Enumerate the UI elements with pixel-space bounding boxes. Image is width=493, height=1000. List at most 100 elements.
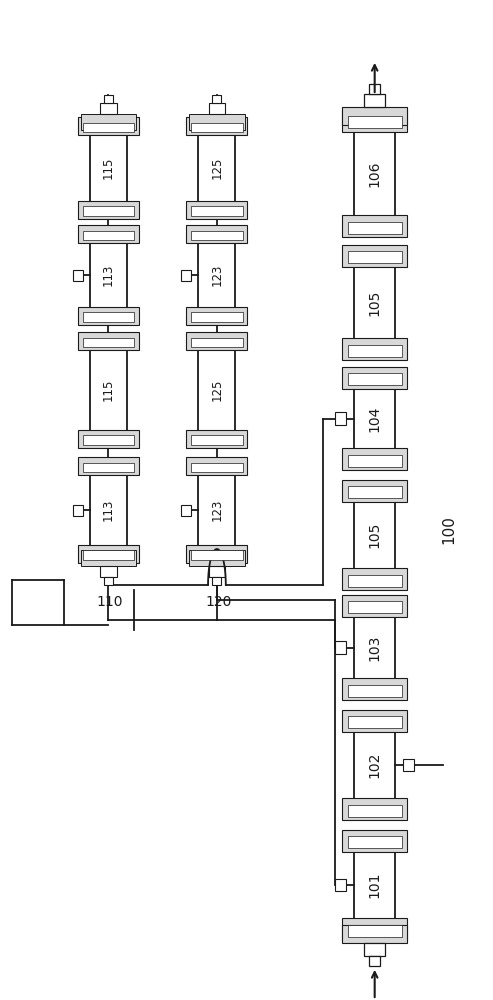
Bar xyxy=(78,307,139,325)
Bar xyxy=(348,455,402,467)
Text: 105: 105 xyxy=(368,522,382,548)
Bar xyxy=(90,130,127,206)
Bar xyxy=(348,575,402,587)
Bar xyxy=(348,116,402,128)
Bar xyxy=(186,307,247,325)
Bar xyxy=(186,545,247,563)
Bar xyxy=(354,495,395,575)
Bar xyxy=(403,759,414,771)
Bar xyxy=(212,577,221,585)
Bar xyxy=(81,550,136,566)
Bar xyxy=(342,678,407,700)
Text: 120: 120 xyxy=(205,595,232,609)
Bar xyxy=(364,943,385,956)
Bar xyxy=(90,470,127,550)
Bar xyxy=(369,956,380,966)
Bar xyxy=(104,95,113,103)
Bar xyxy=(354,125,395,222)
Text: 125: 125 xyxy=(211,157,223,179)
Bar xyxy=(83,338,134,347)
Text: 106: 106 xyxy=(368,160,382,187)
Bar xyxy=(78,457,139,475)
Bar xyxy=(212,95,221,103)
Bar xyxy=(209,103,225,114)
Bar xyxy=(73,269,83,280)
Bar xyxy=(342,798,407,820)
Bar xyxy=(83,231,134,240)
Bar xyxy=(348,836,402,848)
Bar xyxy=(342,338,407,360)
Bar xyxy=(342,710,407,732)
Bar xyxy=(191,231,243,240)
Bar xyxy=(198,470,236,550)
Bar xyxy=(198,238,236,312)
Bar xyxy=(83,550,134,560)
Bar xyxy=(342,215,407,237)
Text: 123: 123 xyxy=(211,264,223,286)
Bar xyxy=(191,550,243,560)
Bar xyxy=(209,566,225,577)
Bar xyxy=(348,222,402,234)
Bar xyxy=(81,114,136,130)
Bar xyxy=(354,382,395,455)
Bar xyxy=(198,130,236,206)
Bar xyxy=(189,550,245,566)
Text: 105: 105 xyxy=(368,289,382,316)
Bar xyxy=(348,345,402,357)
Bar xyxy=(335,412,346,425)
Text: 104: 104 xyxy=(368,405,382,432)
Bar xyxy=(90,238,127,312)
Text: 103: 103 xyxy=(368,634,382,661)
Bar xyxy=(186,225,247,243)
Bar xyxy=(191,338,243,347)
Bar xyxy=(335,879,346,891)
Bar xyxy=(191,123,243,132)
Bar xyxy=(78,117,139,135)
Bar xyxy=(83,123,134,132)
Text: 123: 123 xyxy=(211,499,223,521)
Bar xyxy=(73,504,83,516)
Bar xyxy=(342,245,407,267)
Bar xyxy=(186,457,247,475)
Bar xyxy=(348,805,402,817)
Bar xyxy=(342,448,407,470)
Bar xyxy=(83,463,134,472)
Bar xyxy=(348,251,402,263)
Bar xyxy=(189,114,245,130)
Bar xyxy=(100,566,117,577)
Bar xyxy=(342,107,407,125)
Bar xyxy=(191,312,243,322)
Text: 115: 115 xyxy=(102,157,115,179)
Bar xyxy=(369,84,380,94)
Text: 115: 115 xyxy=(102,379,115,401)
Bar xyxy=(348,925,402,937)
Bar xyxy=(181,269,191,280)
Bar xyxy=(348,486,402,498)
Bar xyxy=(181,504,191,516)
Bar xyxy=(335,641,346,654)
Bar xyxy=(342,595,407,617)
Bar xyxy=(342,367,407,389)
Bar xyxy=(186,332,247,350)
Bar xyxy=(100,103,117,114)
Bar xyxy=(348,716,402,728)
Text: 102: 102 xyxy=(368,752,382,778)
Bar xyxy=(191,435,243,445)
Bar xyxy=(78,201,139,219)
Text: 110: 110 xyxy=(97,595,123,609)
Bar xyxy=(354,725,395,805)
Bar xyxy=(354,610,395,685)
Bar xyxy=(83,206,134,216)
Bar xyxy=(83,312,134,322)
Text: 100: 100 xyxy=(441,516,456,544)
Bar xyxy=(198,345,236,435)
Bar xyxy=(342,830,407,852)
Text: 113: 113 xyxy=(102,499,115,521)
Bar xyxy=(78,545,139,563)
Bar xyxy=(83,435,134,445)
Bar xyxy=(191,463,243,472)
Bar xyxy=(78,332,139,350)
Bar xyxy=(342,110,407,132)
Bar xyxy=(354,845,395,925)
Bar xyxy=(191,206,243,216)
